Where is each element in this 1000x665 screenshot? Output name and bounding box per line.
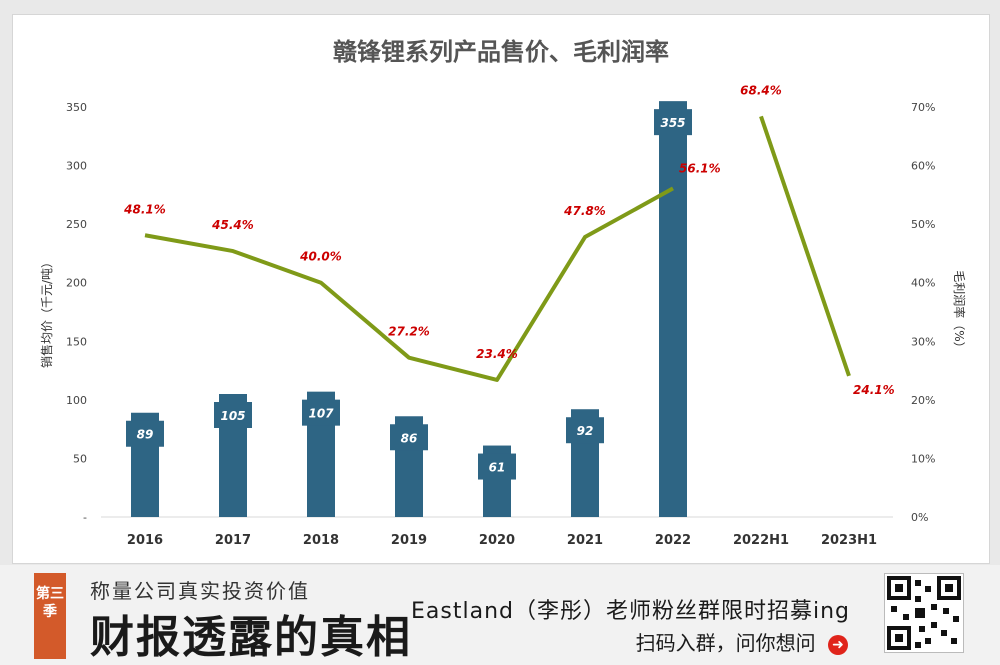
x-tick-label: 2016 <box>127 533 163 548</box>
right-arrow-circle-icon[interactable]: ➜ <box>828 634 848 655</box>
bar-label-box <box>126 420 164 447</box>
right-tick-label: 0% <box>911 511 928 524</box>
line-value-label: 45.4% <box>211 218 254 232</box>
footer-banner: 第三季 称量公司真实投资价值 财报透露的真相 Eastland（李彤）老师粉丝群… <box>0 565 1000 665</box>
right-tick-label: 10% <box>911 452 935 465</box>
left-tick-label: 100 <box>66 394 87 407</box>
line-value-label: 68.4% <box>740 83 782 97</box>
left-tick-label: - <box>83 511 87 524</box>
promo-text[interactable]: Eastland（李彤）老师粉丝群限时招募ing <box>411 599 850 624</box>
x-tick-label: 2022 <box>655 533 691 548</box>
x-tick-label: 2022H1 <box>733 533 789 548</box>
banner-title: 财报透露的真相 <box>90 612 412 663</box>
bar-label-box <box>654 109 692 136</box>
margin-line-segment-2 <box>759 115 851 377</box>
bar-value-label: 105 <box>220 409 245 423</box>
bar-label-box <box>390 424 428 451</box>
right-tick-label: 60% <box>911 160 935 173</box>
line-value-label: 47.8% <box>563 204 606 218</box>
left-tick-label: 150 <box>66 335 87 348</box>
right-tick-label: 40% <box>911 277 935 290</box>
line-value-label: 40.0% <box>299 250 342 264</box>
x-tick-label: 2019 <box>391 533 427 548</box>
right-tick-label: 70% <box>911 101 935 114</box>
line-value-label: 56.1% <box>679 161 721 175</box>
right-tick-label: 30% <box>911 335 935 348</box>
bar-value-label: 61 <box>489 461 506 475</box>
left-tick-label: 200 <box>66 277 87 290</box>
bar-label-box <box>478 453 516 480</box>
season-badge: 第三季 <box>34 573 66 659</box>
x-tick-label: 2023H1 <box>821 533 877 548</box>
y-axis-right-label: 毛利润率（%） <box>952 270 967 353</box>
chart: 赣锋锂系列产品售价、毛利润率 - 50 100 150 200 250 300 350 0% 10%… <box>39 38 967 548</box>
right-tick-label: 50% <box>911 218 935 231</box>
line-value-label: 27.2% <box>388 325 430 339</box>
right-tick-label: 20% <box>911 394 935 407</box>
tagline: 称量公司真实投资价值 <box>90 579 310 603</box>
left-tick-label: 50 <box>73 452 87 465</box>
chart-title: 赣锋锂系列产品售价、毛利润率 <box>333 38 669 66</box>
bar <box>659 101 687 518</box>
line-value-label: 24.1% <box>853 383 895 397</box>
line-value-label: 48.1% <box>123 202 166 216</box>
line-value-label: 23.4% <box>476 347 518 361</box>
bar-label-box <box>214 402 252 428</box>
x-tick-label: 2018 <box>303 533 339 548</box>
bar-value-label: 355 <box>660 116 685 130</box>
scan-cta[interactable]: 扫码入群，问你想问 ➜ <box>636 627 848 656</box>
bar-value-label: 107 <box>308 407 334 421</box>
chart-card: 赣锋锂系列产品售价、毛利润率 - 50 100 150 200 250 300 350 0% 10%… <box>12 14 990 564</box>
margin-line-segment-1 <box>144 186 674 382</box>
left-tick-label: 250 <box>66 218 87 231</box>
y-axis-left-label: 销售均价（千元/吨） <box>39 256 54 368</box>
qr-code-icon[interactable] <box>884 573 964 653</box>
left-tick-label: 350 <box>66 101 87 114</box>
x-tick-label: 2021 <box>567 533 603 548</box>
x-tick-label: 2017 <box>215 533 251 548</box>
bar-label-box <box>302 399 340 426</box>
bar-label-box <box>566 417 604 444</box>
bar-value-label: 92 <box>577 424 594 438</box>
scan-text: 扫码入群，问你想问 <box>635 631 816 655</box>
bar-value-label: 86 <box>401 431 418 445</box>
bar-value-label: 89 <box>137 428 154 442</box>
left-tick-label: 300 <box>66 160 87 173</box>
x-tick-label: 2020 <box>479 533 515 548</box>
